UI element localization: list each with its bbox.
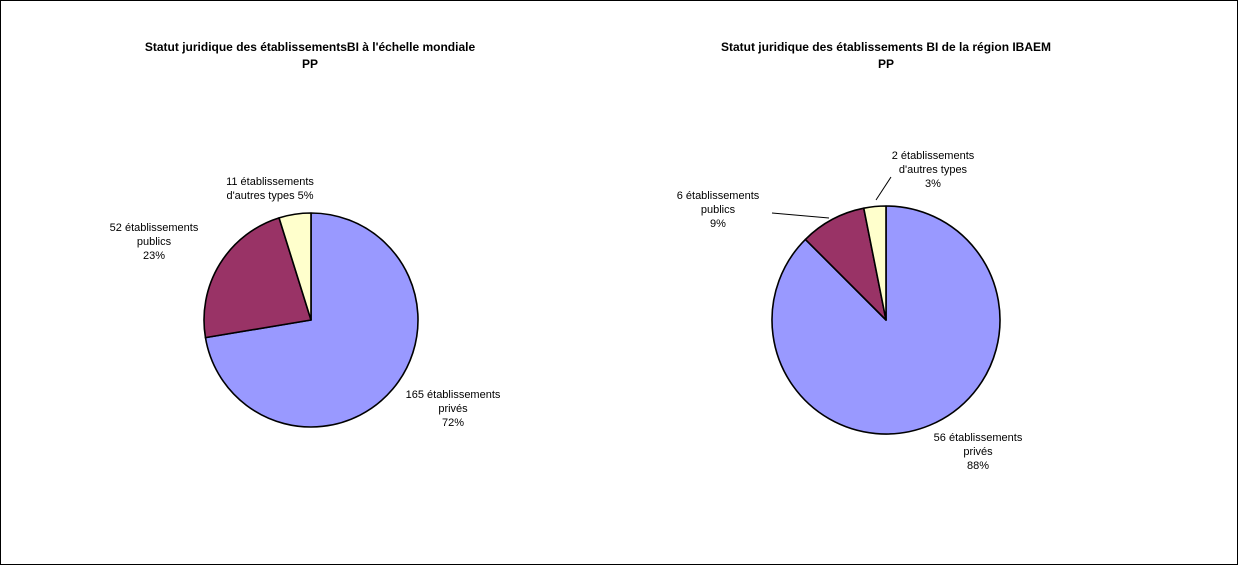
chart-2-subtitle: PP <box>878 57 894 71</box>
chart-2-slice-1-label-line: privés <box>963 446 993 458</box>
chart-2-slice-1-label: 56 établissements privés 88% <box>934 432 1023 472</box>
chart-2-slice-3 <box>862 205 887 321</box>
chart-1-slice-2 <box>203 217 312 339</box>
chart-1-slice-1-label-line: 72% <box>442 417 464 429</box>
chart-2-title: Statut juridique des établissements BI d… <box>721 40 1051 54</box>
chart-2-slice-2-label-line: 6 établissements <box>677 190 760 202</box>
chart-1-title: Statut juridique des établissementsBI à … <box>145 40 476 54</box>
chart-2-slice-1-label-line: 88% <box>967 460 989 472</box>
chart-2-slice-3-label-line: d'autres types <box>899 164 968 176</box>
chart-1-slice-2-label-line: 52 établissements <box>110 222 199 234</box>
chart-2-slice-2-label-line: 9% <box>710 218 726 230</box>
chart-2-slice-2-label-line: publics <box>701 204 736 216</box>
chart-2-slice-1-label-line: 56 établissements <box>934 432 1023 444</box>
chart-1-slice-1-label-line: privés <box>438 403 468 415</box>
chart-1-slice-3-label-line: 11 établissements <box>226 176 314 188</box>
chart-1-slice-1-label: 165 établissements privés 72% <box>406 389 501 429</box>
chart-1-subtitle: PP <box>302 57 318 71</box>
chart-1-slice-1-label-line: 165 établissements <box>406 389 501 401</box>
chart-2-pie: 56 établissements privés 88% 6 établissemen… <box>677 150 1023 472</box>
chart-1-pie: 165 établissements privés 72% 52 établissem… <box>110 176 501 429</box>
chart-2-slice-3-label-line: 3% <box>925 178 941 190</box>
chart-1-slice-2-label-line: publics <box>137 236 172 248</box>
chart-1-slice-3-label: 11 établissements d'autres types 5% <box>226 176 314 202</box>
chart-1-slice-2-label: 52 établissements publics 23% <box>110 222 199 262</box>
chart-1-slice-2-label-line: 23% <box>143 250 165 262</box>
chart-2-leader-line-3 <box>875 176 892 201</box>
chart-2-slice-2-label: 6 établissements publics 9% <box>677 190 760 230</box>
chart-2-slice-1 <box>771 205 1001 435</box>
chart-2-slice-3-label: 2 établissements d'autres types 3% <box>892 150 975 190</box>
chart-2-leader-line-2 <box>771 212 830 219</box>
chart-1-slice-3-label-line: d'autres types 5% <box>226 190 313 202</box>
chart-2-slice-3-label-line: 2 établissements <box>892 150 975 162</box>
chart-1-slice-3 <box>278 212 312 321</box>
